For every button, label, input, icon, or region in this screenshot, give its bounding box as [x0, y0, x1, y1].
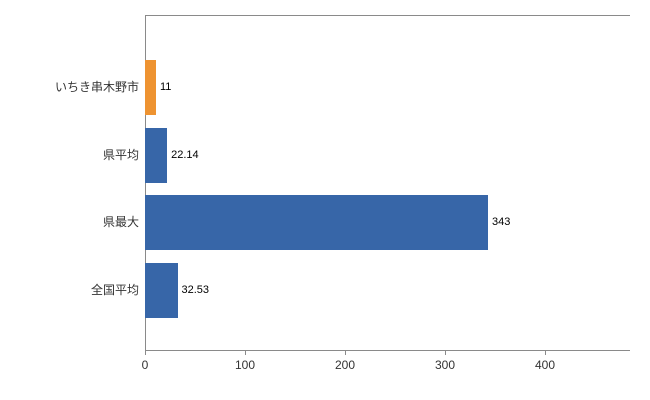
value-label: 32.53: [181, 283, 210, 296]
x-axis-tick: [545, 350, 546, 355]
y-axis-line: [145, 15, 146, 351]
x-axis-tick-label: 300: [434, 358, 456, 372]
category-label: いちき串木野市: [54, 80, 139, 94]
x-axis-tick: [145, 350, 146, 355]
value-label: 343: [492, 216, 511, 228]
x-axis-tick: [345, 350, 346, 355]
value-label: 11: [160, 81, 172, 93]
x-axis-tick-label: 100: [234, 358, 256, 372]
category-label: 県平均: [102, 147, 139, 162]
x-axis-tick-label: 200: [334, 358, 356, 372]
x-axis-tick: [245, 350, 246, 355]
x-axis-tick-label: 400: [534, 358, 556, 372]
category-label: 県最大: [102, 215, 139, 229]
bar: [145, 195, 488, 250]
x-axis-line: [145, 350, 630, 351]
value-label: 22.14: [171, 148, 199, 161]
category-label: 全国平均: [90, 282, 139, 297]
x-axis-tick: [445, 350, 446, 355]
x-axis-tick-label: 0: [141, 358, 149, 372]
bar: [145, 262, 178, 318]
bar: [145, 60, 156, 115]
bar: [145, 127, 168, 183]
plot-top-border: [145, 15, 630, 16]
